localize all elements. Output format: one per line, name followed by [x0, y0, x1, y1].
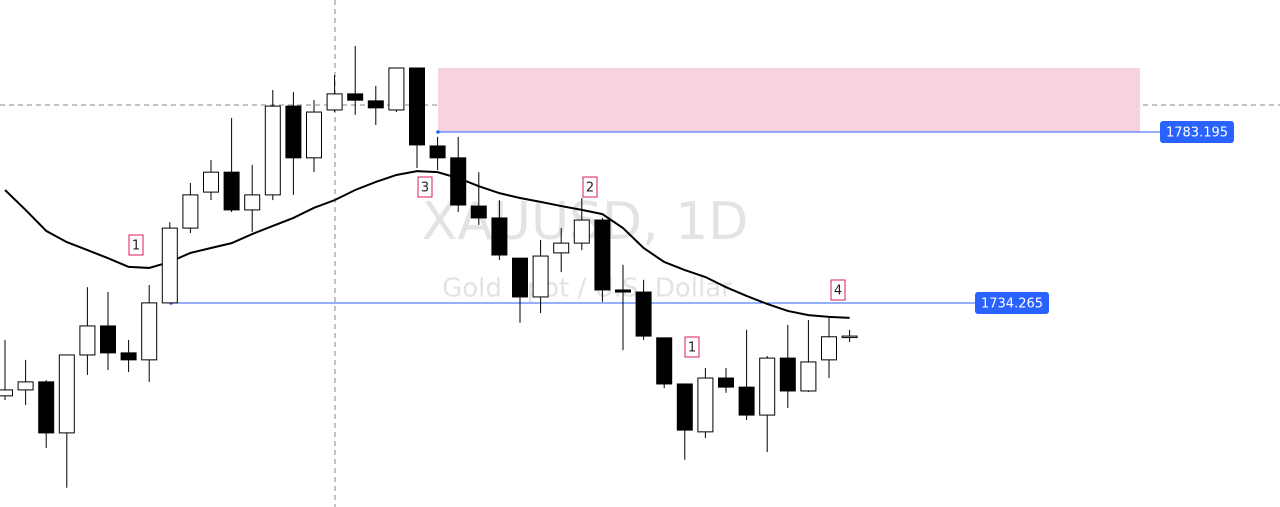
candle-body: [450, 157, 467, 206]
candle-body: [38, 381, 55, 434]
candle-body: [120, 352, 137, 361]
level-label: 1783.195: [1166, 125, 1228, 140]
candle-body: [491, 217, 508, 256]
candle-body: [676, 383, 693, 431]
annotation-box: [582, 176, 598, 198]
level-tag: [1160, 120, 1234, 143]
candle-body: [0, 389, 13, 397]
candle-body: [779, 357, 796, 392]
candle-body: [306, 111, 322, 159]
moving-average: [4, 170, 850, 319]
candle-body: [223, 171, 240, 211]
candle-body: [470, 205, 487, 219]
candle-body: [203, 171, 219, 193]
watermark-subtitle: Gold Spot / U.S. Dollar: [442, 274, 732, 304]
candle-body: [326, 93, 343, 111]
candle-body: [532, 255, 549, 298]
candle-body: [388, 67, 405, 111]
candle-body: [573, 219, 590, 244]
annotation: 1: [688, 341, 696, 356]
annotation-box: [684, 336, 700, 358]
candle-body: [615, 289, 631, 293]
candle-body: [841, 335, 858, 339]
candle-body: [58, 354, 75, 434]
candle-body: [553, 242, 570, 254]
candle-body: [512, 257, 528, 298]
annotation: 2: [586, 181, 594, 196]
candle-body: [17, 381, 34, 391]
annotation-box: [128, 234, 144, 256]
supply-zone: [438, 68, 1140, 132]
candle-body: [367, 100, 384, 109]
candle-body: [656, 337, 673, 385]
candle-body: [141, 302, 158, 361]
candle-body: [264, 105, 281, 196]
candle-body: [800, 361, 817, 392]
candle-body: [821, 336, 837, 361]
candle-body: [759, 357, 776, 416]
annotation-box: [417, 176, 433, 198]
level-label: 1734.265: [981, 297, 1043, 312]
annotation-box: [830, 279, 846, 301]
candle-body: [697, 377, 714, 433]
annotation: 3: [421, 181, 429, 196]
candle-body: [594, 219, 611, 291]
candle-body: [738, 386, 755, 416]
candle-body: [285, 105, 302, 159]
level-anchor: [436, 130, 440, 134]
annotation: 1: [132, 239, 140, 254]
candle-body: [409, 67, 425, 146]
candle-body: [347, 93, 364, 101]
candle-body: [429, 145, 446, 159]
candle-body: [635, 291, 652, 337]
candle-body: [244, 194, 261, 211]
annotation: 4: [834, 284, 842, 299]
candle-body: [182, 194, 199, 229]
candle-body: [100, 325, 116, 354]
candle-body: [718, 377, 734, 388]
candle-body: [79, 325, 96, 356]
level-tag: [975, 292, 1049, 315]
candle-body: [161, 227, 178, 304]
